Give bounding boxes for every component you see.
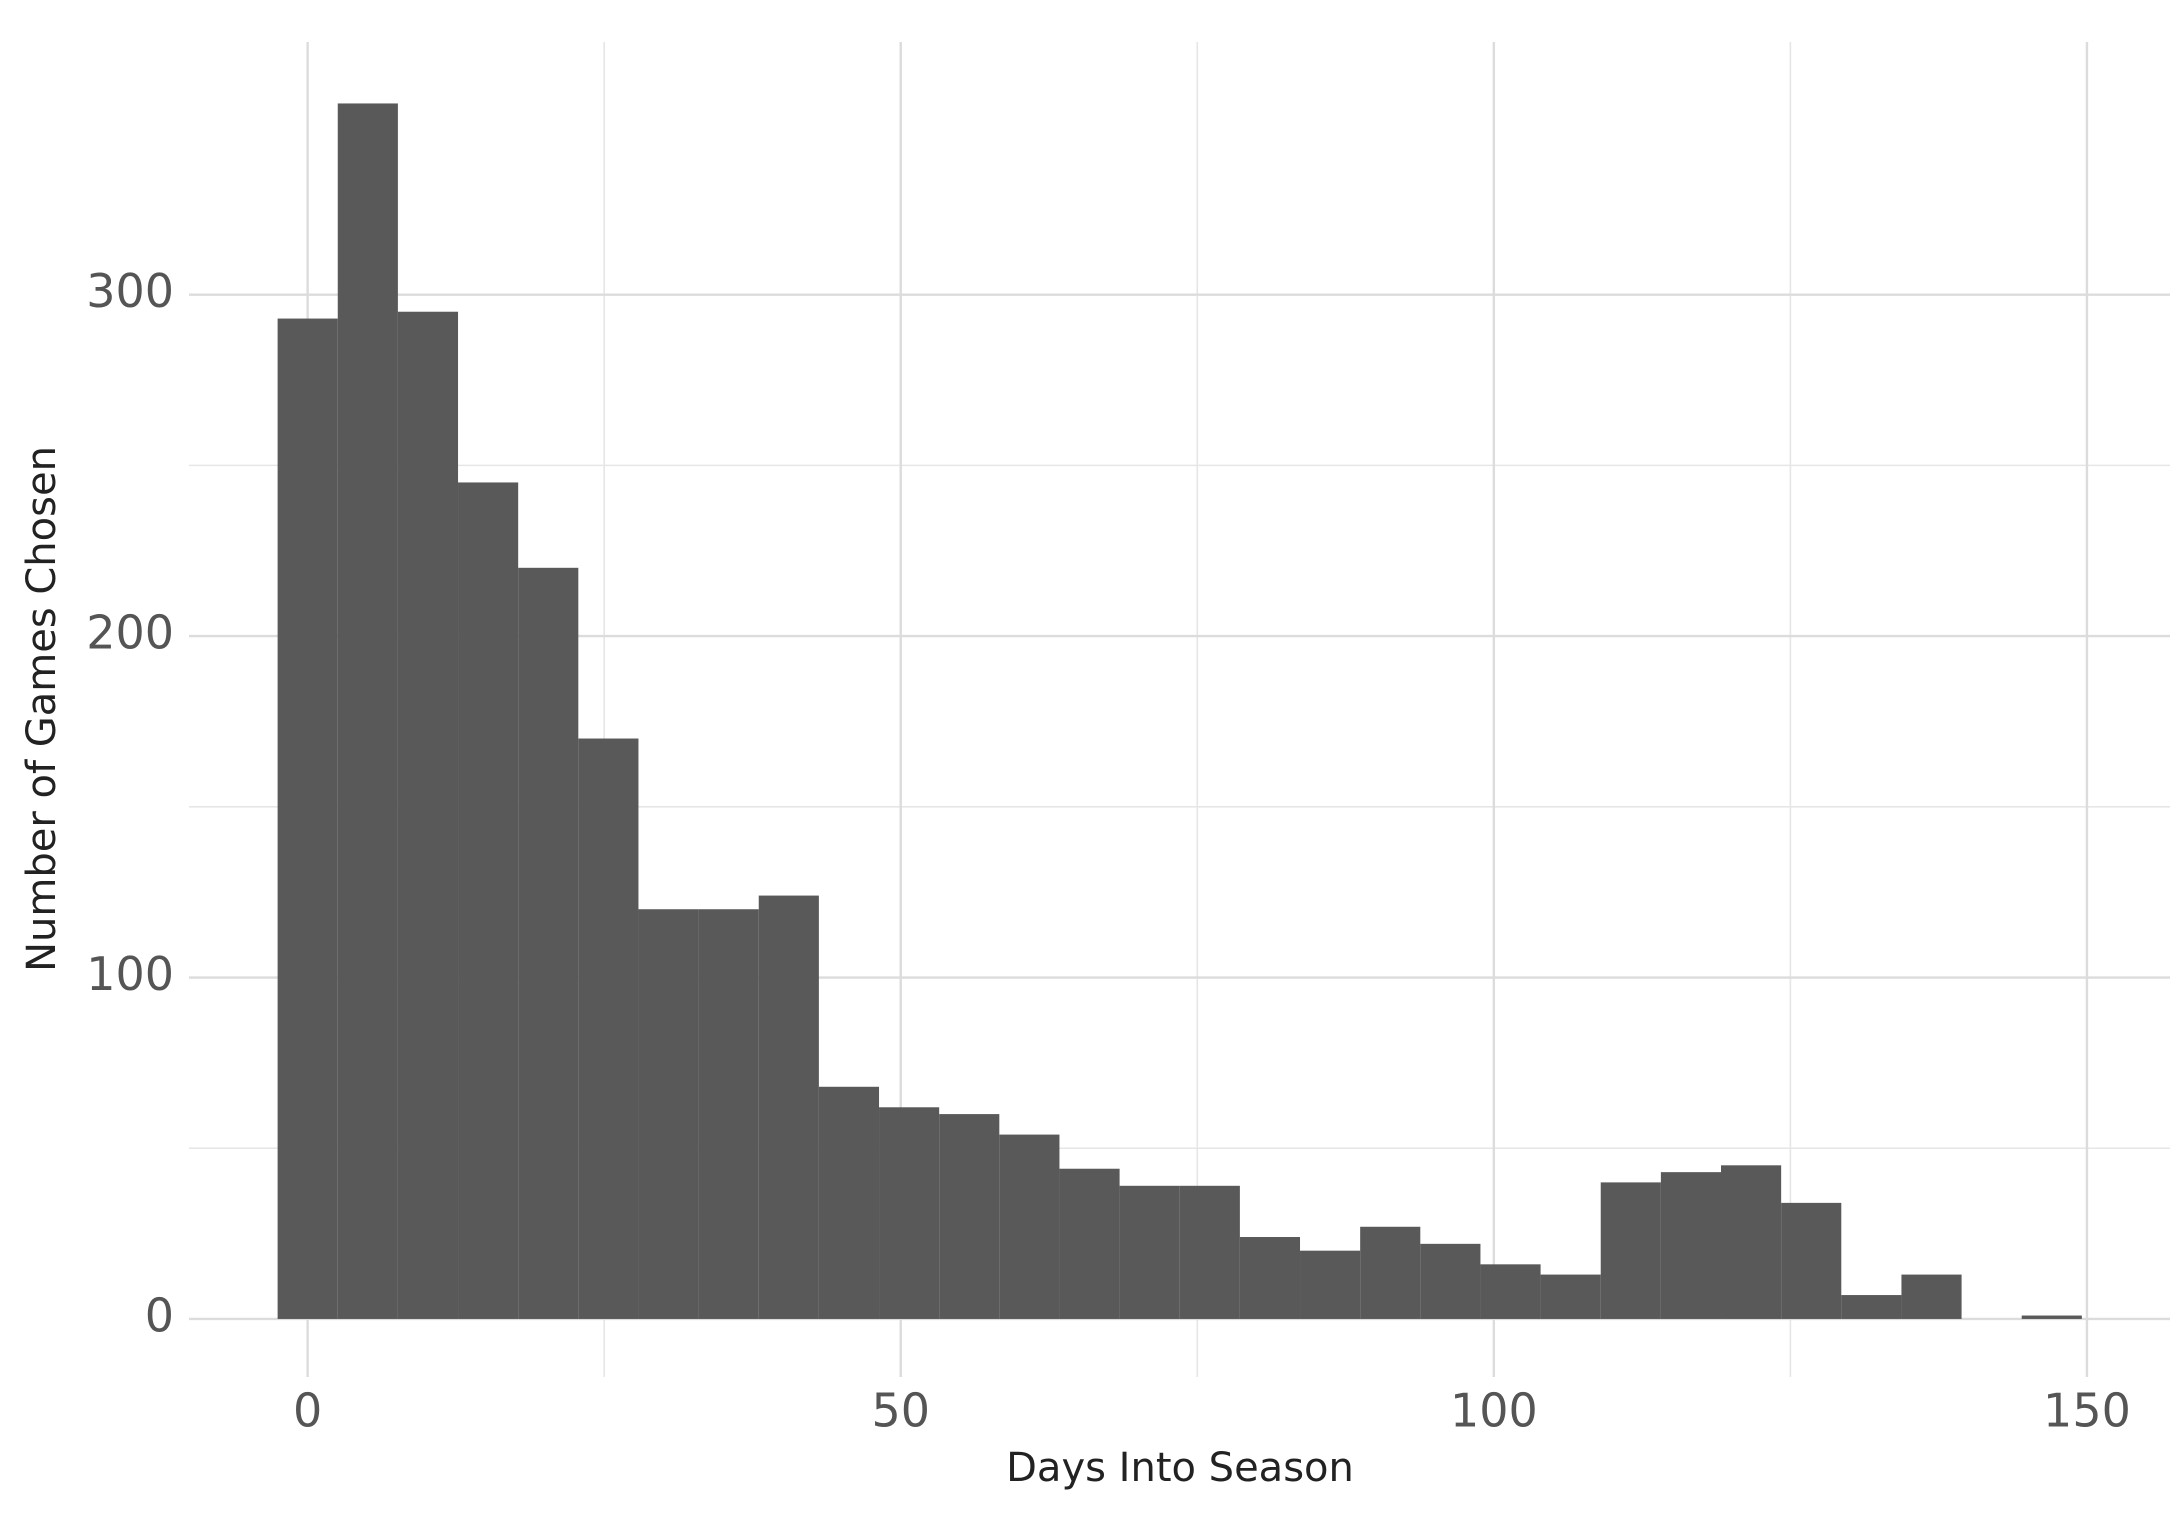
x-tick-label: 50 [871,1384,930,1438]
y-tick-label: 300 [86,264,174,318]
y-axis-title: Number of Games Chosen [19,446,65,972]
bar [1841,1295,1902,1319]
bar [1901,1274,1962,1319]
bar [999,1134,1060,1319]
bar [397,311,459,1319]
bar [1540,1274,1601,1319]
bar [1781,1202,1842,1319]
bar [1480,1264,1541,1319]
bar [939,1114,1000,1319]
x-tick-label: 100 [1450,1384,1538,1438]
bar [1119,1185,1180,1319]
bar [337,103,398,1319]
bar [758,895,819,1319]
bar [1660,1172,1722,1319]
x-tick-label: 0 [293,1384,322,1438]
x-tick-label: 150 [2043,1384,2131,1438]
bar [1179,1185,1240,1319]
bar [1300,1250,1361,1319]
y-tick-label: 100 [86,947,174,1001]
bar [518,567,579,1319]
bar [2021,1315,2082,1319]
bar [879,1107,940,1319]
x-axis-title: Days Into Season [1006,1445,1354,1491]
bar [1600,1182,1661,1319]
bar [1059,1168,1120,1319]
bar [1420,1243,1481,1319]
y-tick-label: 200 [86,606,174,660]
bar [277,318,338,1319]
bar [578,738,639,1319]
bar [1360,1226,1421,1319]
bar [1239,1237,1301,1319]
y-tick-label: 0 [145,1288,174,1342]
bar [458,482,519,1319]
bar [1721,1165,1782,1319]
bar [698,909,759,1319]
bar [818,1086,880,1319]
bar [638,909,699,1319]
